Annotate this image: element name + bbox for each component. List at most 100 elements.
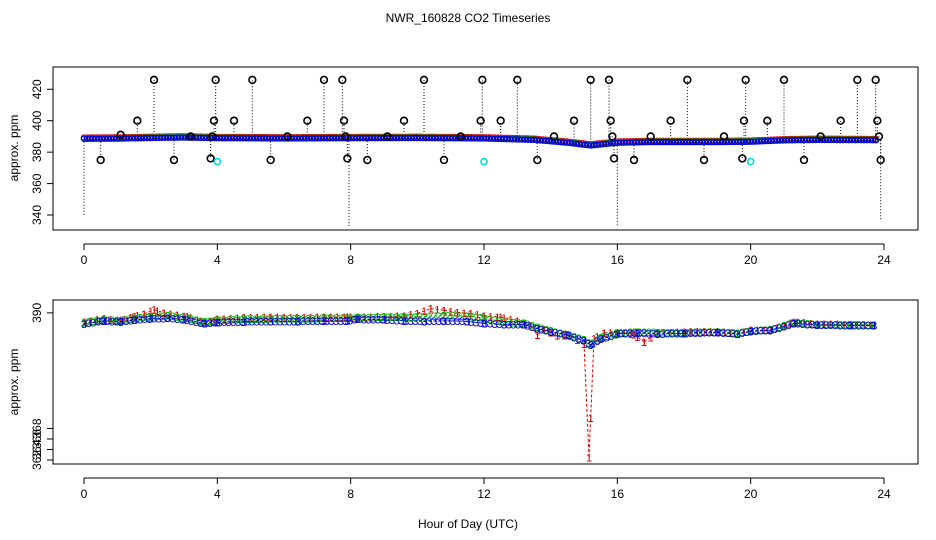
series-3-point: 3 xyxy=(221,317,227,329)
trace-blue-point xyxy=(767,137,775,145)
top-plot-area xyxy=(80,75,885,226)
series-3-point: 3 xyxy=(254,317,260,329)
series-3-point: 3 xyxy=(692,328,698,340)
series-2-point: 2 xyxy=(622,327,628,339)
series-3-keypoint: 3 xyxy=(634,328,640,340)
trace-blue-point xyxy=(860,136,868,144)
trace-blue-point xyxy=(221,134,229,142)
x-tick-label: 24 xyxy=(877,253,891,267)
series-2-point: 2 xyxy=(496,316,502,328)
trace-blue-point xyxy=(803,136,811,144)
trace-blue-point xyxy=(428,134,436,142)
series-2-keypoint: 2 xyxy=(464,311,470,323)
trace-blue-point xyxy=(83,135,91,142)
trace-blue-point xyxy=(779,137,787,144)
series-2-keypoint: 2 xyxy=(321,313,327,325)
series-3-point: 3 xyxy=(114,317,120,329)
series-3-point: 3 xyxy=(762,326,768,338)
trace-blue-point xyxy=(104,135,112,142)
series-3-point: 3 xyxy=(202,318,208,330)
series-1-keypoint: 1 xyxy=(101,314,107,326)
series-1-point: 1 xyxy=(754,325,760,337)
series-2-point: 2 xyxy=(440,311,446,323)
series-3-point: 3 xyxy=(151,314,157,326)
series-2-point: 2 xyxy=(823,319,829,331)
series-2-point: 2 xyxy=(109,315,115,327)
trace-blue-point xyxy=(605,140,613,147)
outlier-point xyxy=(719,132,729,141)
series-3-point: 3 xyxy=(352,315,358,327)
trace-blue-point xyxy=(362,134,370,142)
trace-blue-point xyxy=(365,134,373,142)
series-3-point: 3 xyxy=(212,318,218,330)
series-1-segment xyxy=(103,318,121,321)
outlier-point xyxy=(738,154,747,163)
series-3-point: 3 xyxy=(137,315,143,327)
series-1-segment xyxy=(383,315,405,318)
outlier-point xyxy=(229,116,239,125)
trace-blue-point xyxy=(128,135,136,142)
series-1-point: 1 xyxy=(394,311,400,323)
series-1-point: 1 xyxy=(794,317,800,329)
trace-blue-point xyxy=(245,135,253,142)
series-3-point: 3 xyxy=(702,328,708,340)
series-3-point: 3 xyxy=(389,315,395,327)
series-2-point: 2 xyxy=(557,328,563,340)
series-2-point: 2 xyxy=(660,327,666,339)
series-3-point: 3 xyxy=(193,317,199,329)
series-2-segment xyxy=(217,318,245,321)
series-1-keypoint: 1 xyxy=(714,326,720,338)
series-3-point: 3 xyxy=(706,328,712,340)
series-1-point: 1 xyxy=(468,308,474,320)
trace-blue-point xyxy=(374,134,382,142)
series-1-keypoint: 1 xyxy=(441,305,447,317)
series-1-point: 1 xyxy=(268,312,274,324)
series-3-keypoint: 3 xyxy=(598,334,604,346)
series-3-point: 3 xyxy=(286,316,292,328)
trace-blue-point xyxy=(557,138,565,146)
series-3-point: 3 xyxy=(258,316,264,328)
trace-blue-point xyxy=(710,138,718,146)
series-3-point: 3 xyxy=(809,320,815,332)
trace-blue-point xyxy=(593,141,601,149)
series-3-segment xyxy=(683,331,718,334)
trace-blue-point xyxy=(836,136,844,144)
trace-blue-point xyxy=(359,134,367,142)
series-2-point: 2 xyxy=(809,319,815,331)
series-1-point: 1 xyxy=(528,320,534,332)
trace-blue-point xyxy=(110,135,118,142)
series-2-keypoint: 2 xyxy=(441,311,447,323)
trace-blue-point xyxy=(269,135,277,142)
trace-blue-point xyxy=(854,136,862,144)
trace-blue-point xyxy=(401,134,409,142)
trace-blue-point xyxy=(173,134,181,141)
outlier-point xyxy=(211,75,220,85)
trace-blue-point xyxy=(434,134,442,142)
series-2-point: 2 xyxy=(347,313,353,325)
series-1-keypoint: 1 xyxy=(468,308,474,320)
outlier-point xyxy=(208,132,217,141)
series-3-point: 3 xyxy=(132,315,138,327)
series-1-point: 1 xyxy=(134,311,140,323)
series-1-point: 1 xyxy=(828,319,834,331)
trace-blue-point xyxy=(530,136,538,144)
series-2-point: 2 xyxy=(842,319,848,331)
series-1-keypoint: 1 xyxy=(568,331,574,343)
series-3-segment xyxy=(793,322,818,326)
series-3-segment xyxy=(567,334,585,342)
series-3-point: 3 xyxy=(520,319,526,331)
trace-blue-point xyxy=(314,135,322,142)
series-2-point: 2 xyxy=(562,329,568,341)
series-2-point: 2 xyxy=(762,325,768,337)
y-tick-label: 360 xyxy=(30,173,44,193)
series-1-point: 1 xyxy=(488,311,494,323)
series-3-point: 3 xyxy=(832,320,838,332)
cyan-point xyxy=(746,157,755,166)
trace-blue-point xyxy=(440,134,448,142)
series-3-keypoint: 3 xyxy=(734,329,740,341)
series-1-keypoint: 1 xyxy=(541,325,547,337)
series-2-point: 2 xyxy=(188,314,194,326)
series-3-point: 3 xyxy=(720,328,726,340)
outlier-point xyxy=(456,132,465,141)
series-1-keypoint: 1 xyxy=(681,327,687,339)
